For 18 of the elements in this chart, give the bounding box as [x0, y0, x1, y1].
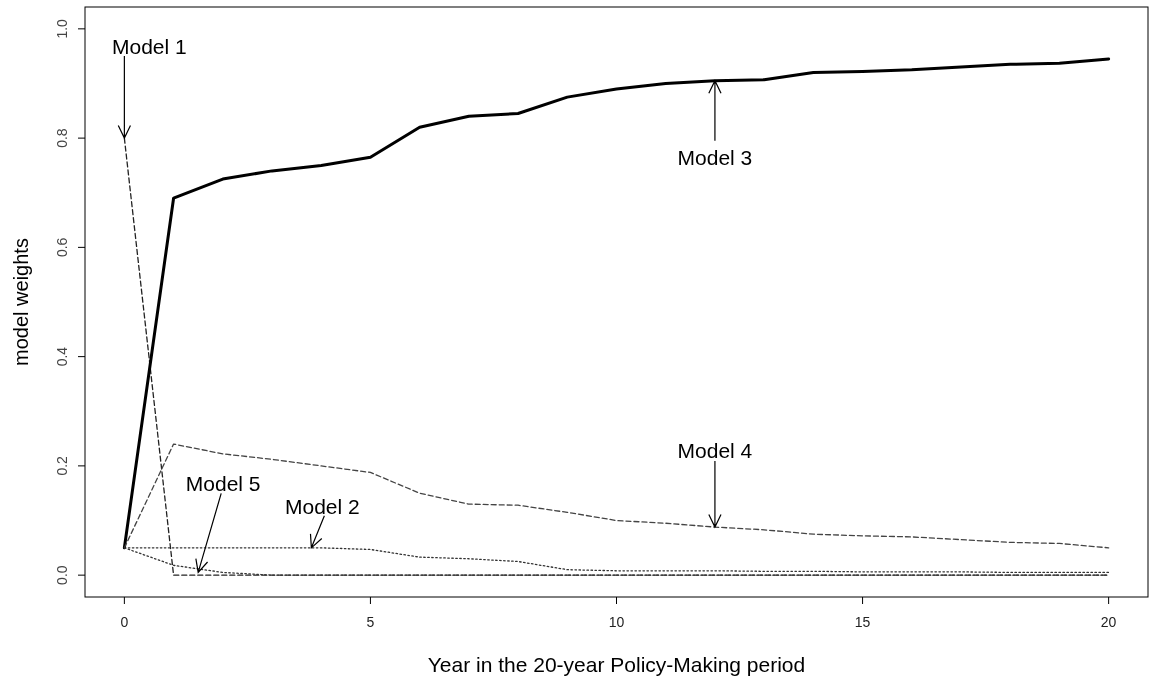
- x-tick-label: 15: [854, 614, 871, 630]
- annotation: Model 2: [285, 494, 360, 518]
- y-tick-label: 0.0: [54, 565, 70, 585]
- x-tick-label: 0: [120, 614, 129, 630]
- annotation: Model 5: [185, 472, 261, 496]
- y-tick-label: 0.4: [54, 346, 70, 367]
- x-tick-label: 10: [608, 614, 625, 630]
- annotation: Model 1: [112, 35, 187, 59]
- y-tick-label: 0.8: [54, 128, 70, 148]
- annotation: Model 4: [677, 439, 753, 463]
- x-axis-title: Year in the 20-year Policy-Making period: [427, 653, 806, 676]
- annotation: Model 3: [677, 145, 753, 169]
- y-axis-title: model weights: [10, 238, 32, 366]
- y-tick-label: 0.2: [54, 455, 70, 476]
- x-tick-label: 5: [366, 614, 375, 630]
- y-tick-label: 0.6: [54, 237, 70, 258]
- y-tick-label: 1.0: [54, 18, 70, 39]
- x-tick-label: 20: [1100, 614, 1117, 630]
